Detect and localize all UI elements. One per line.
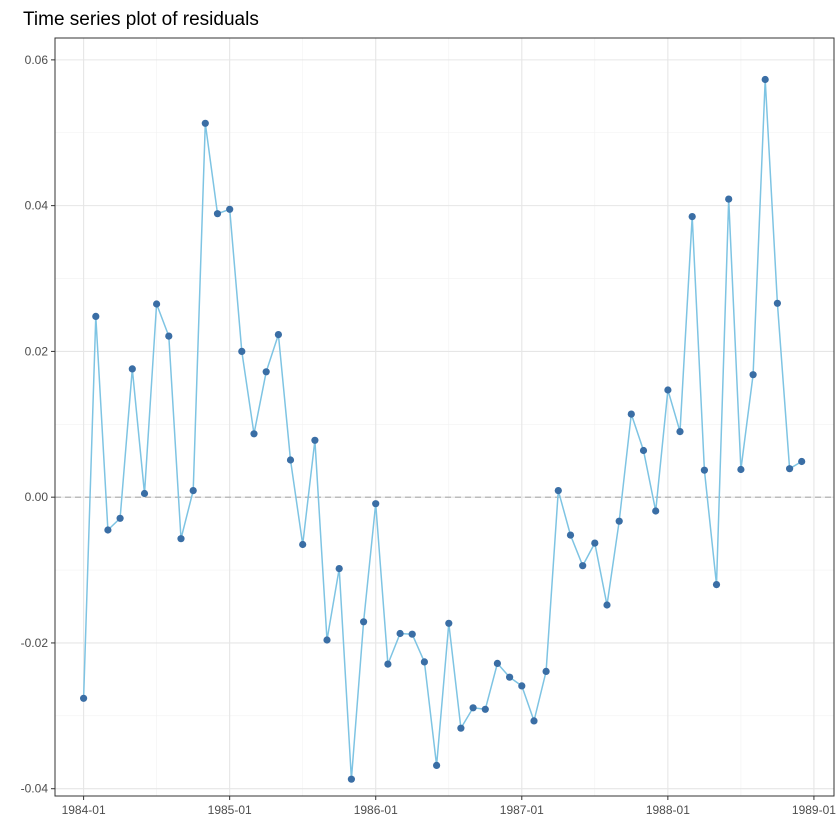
data-point bbox=[579, 562, 587, 570]
data-point bbox=[323, 636, 331, 644]
data-point bbox=[153, 300, 161, 308]
data-point bbox=[80, 694, 88, 702]
data-point bbox=[457, 724, 465, 732]
data-point bbox=[274, 331, 282, 339]
data-point bbox=[177, 535, 185, 543]
y-tick-label: 0.06 bbox=[25, 53, 49, 67]
data-point bbox=[213, 210, 222, 218]
data-point bbox=[299, 540, 307, 549]
data-point bbox=[262, 368, 270, 376]
data-point bbox=[591, 539, 599, 547]
data-point bbox=[250, 430, 258, 438]
data-point bbox=[189, 487, 197, 495]
data-point bbox=[493, 659, 501, 668]
x-axis: 1984-01 1985-01 1986-01 1987-01 1988-01 1989-… bbox=[62, 796, 836, 817]
data-point bbox=[396, 629, 404, 638]
data-point bbox=[469, 704, 477, 712]
data-point bbox=[554, 487, 562, 495]
data-point bbox=[566, 531, 575, 539]
y-tick-label: 0.00 bbox=[25, 490, 49, 504]
data-point bbox=[664, 386, 672, 394]
data-point bbox=[627, 410, 635, 418]
data-point bbox=[311, 436, 319, 444]
data-point bbox=[542, 667, 550, 676]
data-point bbox=[481, 705, 489, 713]
x-tick-label: 1988-01 bbox=[646, 803, 690, 817]
plot-border bbox=[54, 37, 835, 797]
plot-background bbox=[55, 38, 834, 796]
data-point bbox=[128, 365, 136, 373]
y-tick-label: -0.02 bbox=[21, 636, 49, 650]
data-point bbox=[238, 347, 246, 355]
data-point bbox=[506, 673, 514, 681]
data-point bbox=[420, 658, 428, 666]
data-point bbox=[140, 489, 149, 498]
data-point bbox=[639, 446, 648, 455]
data-point bbox=[360, 618, 368, 626]
grid-major bbox=[55, 38, 834, 796]
data-point bbox=[676, 428, 684, 436]
data-point bbox=[688, 213, 696, 221]
data-point bbox=[116, 514, 124, 522]
data-point bbox=[518, 682, 526, 690]
data-point bbox=[712, 581, 721, 589]
series-line bbox=[82, 79, 803, 780]
data-point bbox=[798, 457, 806, 466]
data-point bbox=[737, 465, 745, 474]
data-point bbox=[335, 565, 343, 573]
data-point bbox=[433, 761, 441, 770]
x-tick-label: 1989-01 bbox=[792, 803, 836, 817]
x-tick-label: 1986-01 bbox=[354, 803, 398, 817]
data-point bbox=[700, 466, 709, 474]
data-point bbox=[92, 312, 100, 320]
x-tick-label: 1984-01 bbox=[62, 803, 106, 817]
data-point bbox=[384, 660, 392, 668]
data-point bbox=[749, 371, 757, 379]
data-point bbox=[725, 195, 733, 203]
data-point bbox=[615, 517, 623, 525]
y-axis: -0.04 -0.02 0.00 0.02 0.04 0.06 bbox=[21, 53, 55, 796]
data-points bbox=[80, 75, 806, 783]
grid-minor bbox=[55, 38, 834, 796]
data-point bbox=[226, 205, 234, 213]
data-point bbox=[286, 456, 295, 464]
data-point bbox=[445, 619, 453, 627]
y-tick-label: -0.04 bbox=[21, 782, 49, 796]
data-point bbox=[347, 775, 355, 783]
data-point bbox=[408, 630, 416, 638]
data-point bbox=[165, 332, 173, 340]
data-point bbox=[530, 717, 538, 725]
data-point bbox=[652, 507, 660, 515]
data-point bbox=[773, 299, 782, 307]
data-point bbox=[786, 465, 794, 473]
y-tick-label: 0.04 bbox=[25, 199, 49, 213]
data-point bbox=[372, 500, 380, 508]
x-tick-label: 1985-01 bbox=[208, 803, 252, 817]
data-point bbox=[603, 601, 611, 609]
x-tick-label: 1987-01 bbox=[500, 803, 544, 817]
data-point bbox=[201, 119, 209, 127]
chart-title: Time series plot of residuals bbox=[23, 9, 259, 30]
data-point bbox=[761, 75, 769, 84]
data-point bbox=[104, 526, 112, 534]
y-tick-label: 0.02 bbox=[25, 344, 49, 358]
